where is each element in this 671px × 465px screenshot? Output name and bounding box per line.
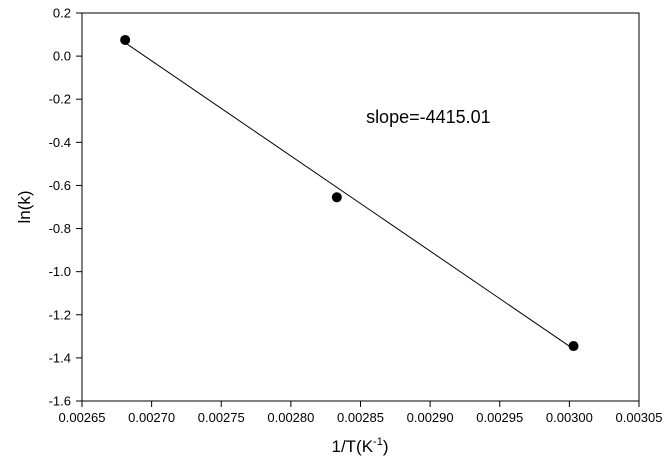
x-tick-label: 0.00295 xyxy=(476,410,523,425)
x-tick-label: 0.00300 xyxy=(546,410,593,425)
x-tick-label: 0.00285 xyxy=(337,410,384,425)
y-tick-label: -0.2 xyxy=(49,92,71,107)
y-tick-label: 0.2 xyxy=(53,6,71,21)
fit-line-layer xyxy=(124,42,574,350)
x-tick-label: 0.00305 xyxy=(616,410,663,425)
x-tick-label: 0.00275 xyxy=(198,410,245,425)
y-tick-label: 0.0 xyxy=(53,49,71,64)
data-point xyxy=(331,192,342,203)
y-tick-label: -1.0 xyxy=(49,264,71,279)
data-points-layer xyxy=(120,34,579,352)
regression-line xyxy=(124,42,574,350)
y-axis-title: ln(k) xyxy=(15,190,34,223)
slope-annotation: slope=-4415.01 xyxy=(366,107,491,127)
x-tick-label: 0.00280 xyxy=(267,410,314,425)
y-tick-label: -1.6 xyxy=(49,394,71,409)
data-point xyxy=(568,341,579,352)
x-tick-label: 0.00290 xyxy=(407,410,454,425)
y-tick-label: -1.2 xyxy=(49,307,71,322)
y-tick-label: -0.4 xyxy=(49,135,71,150)
x-axis-ticks: 0.00265 0.00270 0.00275 0.00280 0.00285 0.002… xyxy=(59,401,663,425)
y-tick-label: -1.4 xyxy=(49,350,71,365)
plot-frame xyxy=(81,12,640,402)
y-tick-label: -0.6 xyxy=(49,178,71,193)
x-axis-title: 1/T(K-1) xyxy=(331,436,388,456)
x-tick-label: 0.00270 xyxy=(128,410,175,425)
x-axis-title-main: 1/T(K xyxy=(331,437,373,456)
data-point xyxy=(120,34,131,45)
y-tick-label: -0.8 xyxy=(49,221,71,236)
x-axis-title-suffix: ) xyxy=(383,437,389,456)
y-axis-ticks: -1.6 -1.4 -1.2 -1.0 -0.8 -0.6 -0.4 -0.2 0.0 0.2 xyxy=(49,6,82,409)
x-axis-title-superscript: -1 xyxy=(373,436,383,448)
annotation-layer: slope=-4415.01 xyxy=(366,107,491,127)
x-tick-label: 0.00265 xyxy=(59,410,106,425)
